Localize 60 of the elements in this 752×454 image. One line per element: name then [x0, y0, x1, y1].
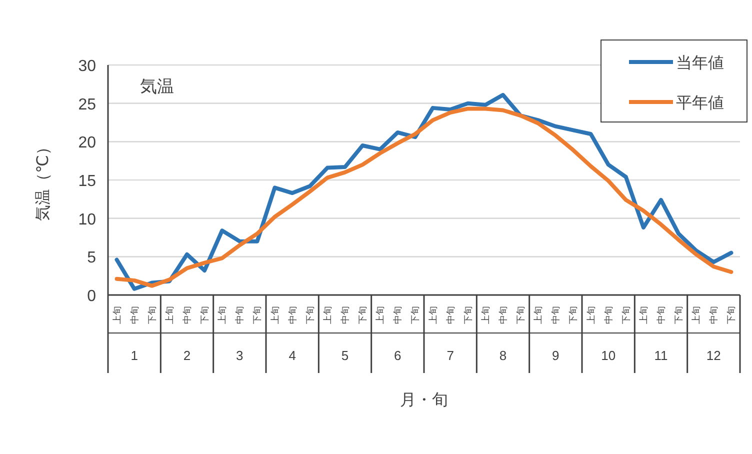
y-tick-label: 0 — [87, 288, 96, 305]
x-tick-label: 中旬 — [603, 306, 614, 324]
legend-label: 平年値 — [676, 95, 724, 112]
x-tick-label: 中旬 — [392, 306, 403, 324]
y-tick-label: 30 — [78, 58, 96, 75]
y-tick-label: 10 — [78, 211, 96, 228]
x-tick-label: 中旬 — [498, 306, 508, 324]
y-tick-label: 25 — [78, 96, 96, 114]
x-tick-label: 上旬 — [270, 306, 280, 324]
x-tick-label: 中旬 — [708, 306, 719, 324]
x-tick-label: 上旬 — [586, 306, 596, 324]
x-tick-label: 下旬 — [674, 306, 684, 324]
x-tick-label: 下旬 — [568, 306, 578, 324]
x-tick-label: 上旬 — [638, 306, 648, 324]
y-axis-title: 気温（℃） — [35, 139, 52, 221]
x-tick-label: 中旬 — [129, 306, 140, 324]
x-tick-label: 上旬 — [428, 306, 438, 324]
text: 11 — [654, 348, 668, 363]
text: 8 — [499, 348, 507, 363]
x-tick-label: 下旬 — [620, 306, 631, 324]
x-tick-label: 中旬 — [445, 306, 456, 324]
x-tick-label: 中旬 — [234, 306, 245, 324]
x-tick-label: 中旬 — [340, 306, 350, 324]
x-tick-label: 中旬 — [287, 306, 298, 324]
x-tick-label: 上旬 — [164, 306, 174, 324]
x-tick-label: 上旬 — [322, 306, 332, 324]
x-tick-label: 下旬 — [252, 306, 262, 324]
x-tick-label: 中旬 — [656, 306, 666, 324]
x-tick-label: 上旬 — [480, 306, 490, 324]
x-axis-title: 月・旬 — [400, 392, 448, 409]
text: 7 — [446, 348, 454, 363]
text: 10 — [601, 348, 616, 363]
y-tick-label: 15 — [78, 173, 96, 190]
x-tick-label: 下旬 — [146, 306, 157, 324]
annotation: 気温 — [140, 77, 174, 96]
x-tick-label: 上旬 — [217, 306, 228, 324]
x-tick-label: 上旬 — [375, 306, 386, 324]
x-tick-label: 下旬 — [304, 306, 315, 324]
text: 1 — [130, 348, 138, 363]
text: 3 — [236, 348, 244, 363]
text: 4 — [288, 348, 296, 363]
text: 2 — [183, 348, 191, 363]
text: 12 — [706, 348, 721, 363]
y-tick-label: 20 — [78, 134, 96, 152]
x-tick-label: 上旬 — [691, 306, 702, 324]
x-tick-label: 下旬 — [726, 306, 736, 324]
x-tick-label: 下旬 — [462, 306, 473, 324]
text: 9 — [552, 348, 560, 363]
x-tick-label: 下旬 — [516, 306, 526, 324]
x-tick-label: 下旬 — [358, 306, 368, 324]
y-tick-label: 5 — [87, 250, 96, 267]
text: 5 — [341, 348, 349, 363]
x-tick-label: 下旬 — [200, 306, 210, 324]
x-tick-label: 下旬 — [410, 306, 420, 324]
x-tick-label: 上旬 — [533, 306, 544, 324]
text: 6 — [394, 348, 402, 363]
legend-label: 当年値 — [676, 54, 724, 72]
x-tick-label: 中旬 — [550, 306, 561, 324]
x-tick-label: 中旬 — [182, 306, 192, 324]
x-tick-label: 上旬 — [112, 306, 122, 324]
